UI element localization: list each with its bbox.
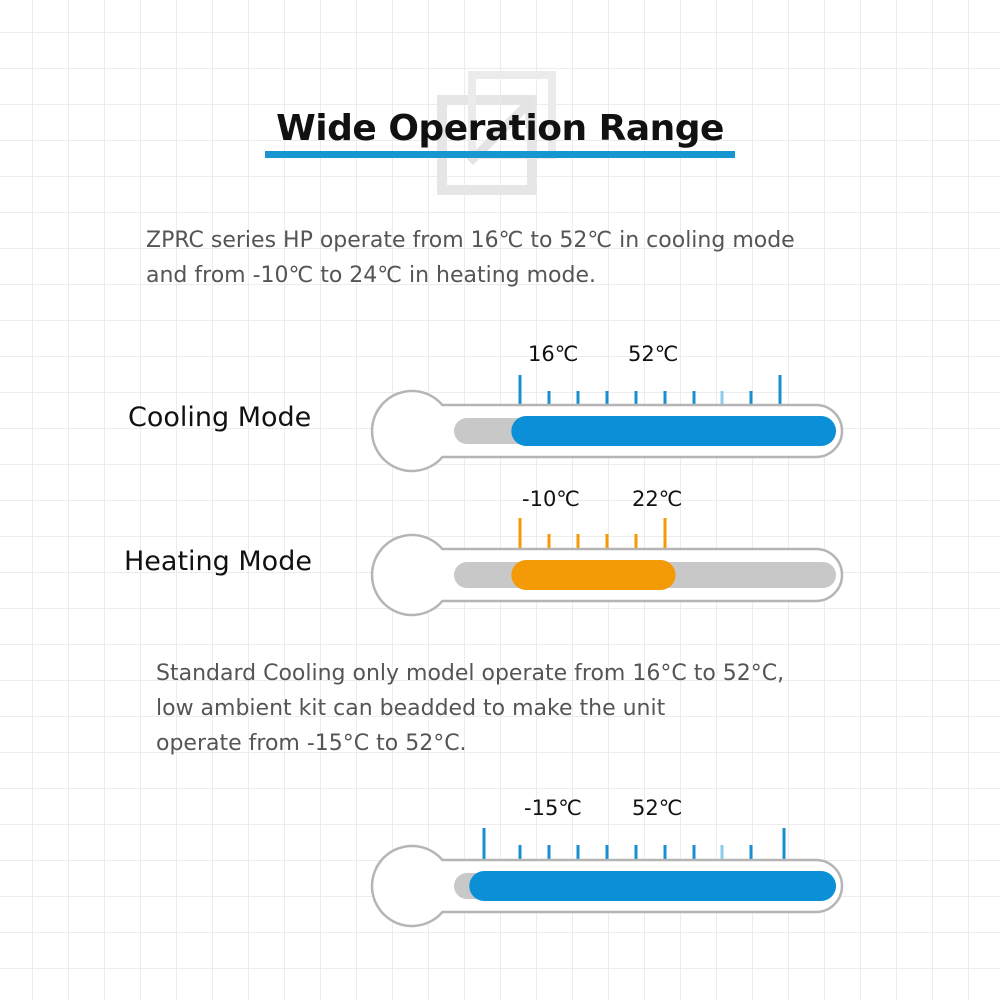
thermometer-range-fill bbox=[469, 871, 836, 901]
heating-low-label: -10℃ bbox=[522, 487, 580, 511]
cooling-low-label: 16℃ bbox=[528, 342, 578, 366]
footnote-text: Standard Cooling only model operate from… bbox=[156, 656, 896, 761]
footnote-line-1: Standard Cooling only model operate from… bbox=[156, 661, 785, 686]
footnote-line-3: operate from -15°C to 52°C. bbox=[156, 731, 467, 756]
intro-text: ZPRC series HP operate from 16℃ to 52℃ i… bbox=[146, 223, 886, 293]
thermometer-range-fill bbox=[511, 560, 676, 590]
thermometer-range-fill bbox=[511, 416, 836, 446]
cooling-thermometer: 16℃ 52℃ bbox=[370, 342, 844, 473]
low-ambient-high-label: 52℃ bbox=[632, 796, 682, 820]
footnote-line-2: low ambient kit can beadded to make the … bbox=[156, 696, 666, 721]
intro-line-2: and from -10℃ to 24℃ in heating mode. bbox=[146, 263, 597, 288]
title-underline bbox=[265, 151, 735, 158]
heating-mode-label: Heating Mode bbox=[124, 546, 312, 577]
intro-line-1: ZPRC series HP operate from 16℃ to 52℃ i… bbox=[146, 228, 795, 253]
cooling-high-label: 52℃ bbox=[628, 342, 678, 366]
low-ambient-low-label: -15℃ bbox=[524, 796, 582, 820]
heating-thermometer: -10℃ 22℃ bbox=[370, 487, 844, 617]
heating-high-label: 22℃ bbox=[632, 487, 682, 511]
cooling-mode-label: Cooling Mode bbox=[128, 402, 312, 433]
low-ambient-thermometer: -15℃ 52℃ bbox=[370, 796, 844, 928]
page-title: Wide Operation Range bbox=[276, 108, 724, 149]
